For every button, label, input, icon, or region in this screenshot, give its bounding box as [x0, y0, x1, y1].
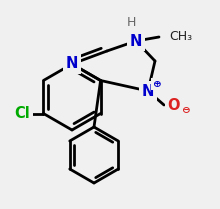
Text: ⊖: ⊖ — [181, 105, 189, 115]
Text: N: N — [142, 84, 154, 98]
Text: N: N — [66, 56, 78, 71]
Text: H: H — [126, 17, 136, 29]
Text: Cl: Cl — [14, 106, 30, 121]
Text: ⊕: ⊕ — [152, 79, 160, 89]
Text: N: N — [130, 33, 142, 48]
Text: O: O — [168, 98, 180, 112]
Text: CH₃: CH₃ — [169, 31, 192, 43]
